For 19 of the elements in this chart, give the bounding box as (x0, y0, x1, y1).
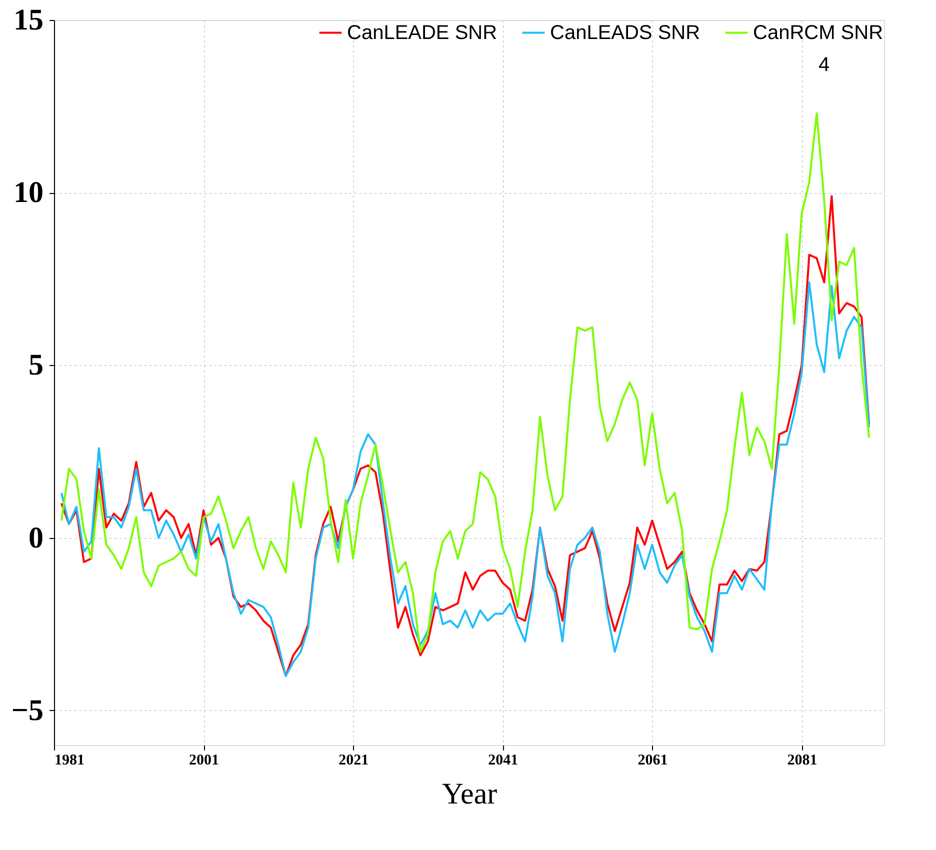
x-tick-label: 1981 (54, 752, 84, 768)
x-tick-label: 2021 (338, 752, 369, 768)
x-axis-title: Year (442, 778, 498, 810)
line-series (60, 112, 870, 653)
y-tick-label: −5 (11, 694, 44, 727)
x-tick-label: 2081 (787, 752, 818, 768)
annotation: 4 (818, 54, 830, 76)
y-tick-label: 0 (28, 521, 44, 554)
line-series (60, 281, 870, 677)
y-tick-label: 5 (28, 348, 44, 382)
y-tick-label: 15 (14, 4, 44, 36)
y-tick-label: 10 (14, 176, 44, 210)
legend-label: CanLEADS SNR (550, 22, 700, 44)
x-tick-label: 2001 (189, 752, 220, 768)
x-tick-label: 2041 (488, 752, 518, 768)
legend-label: CanLEADE SNR (347, 22, 498, 44)
legend-label: CanRCM SNR (753, 22, 884, 44)
x-tick-label: 2061 (638, 752, 668, 768)
line-series (60, 195, 870, 677)
